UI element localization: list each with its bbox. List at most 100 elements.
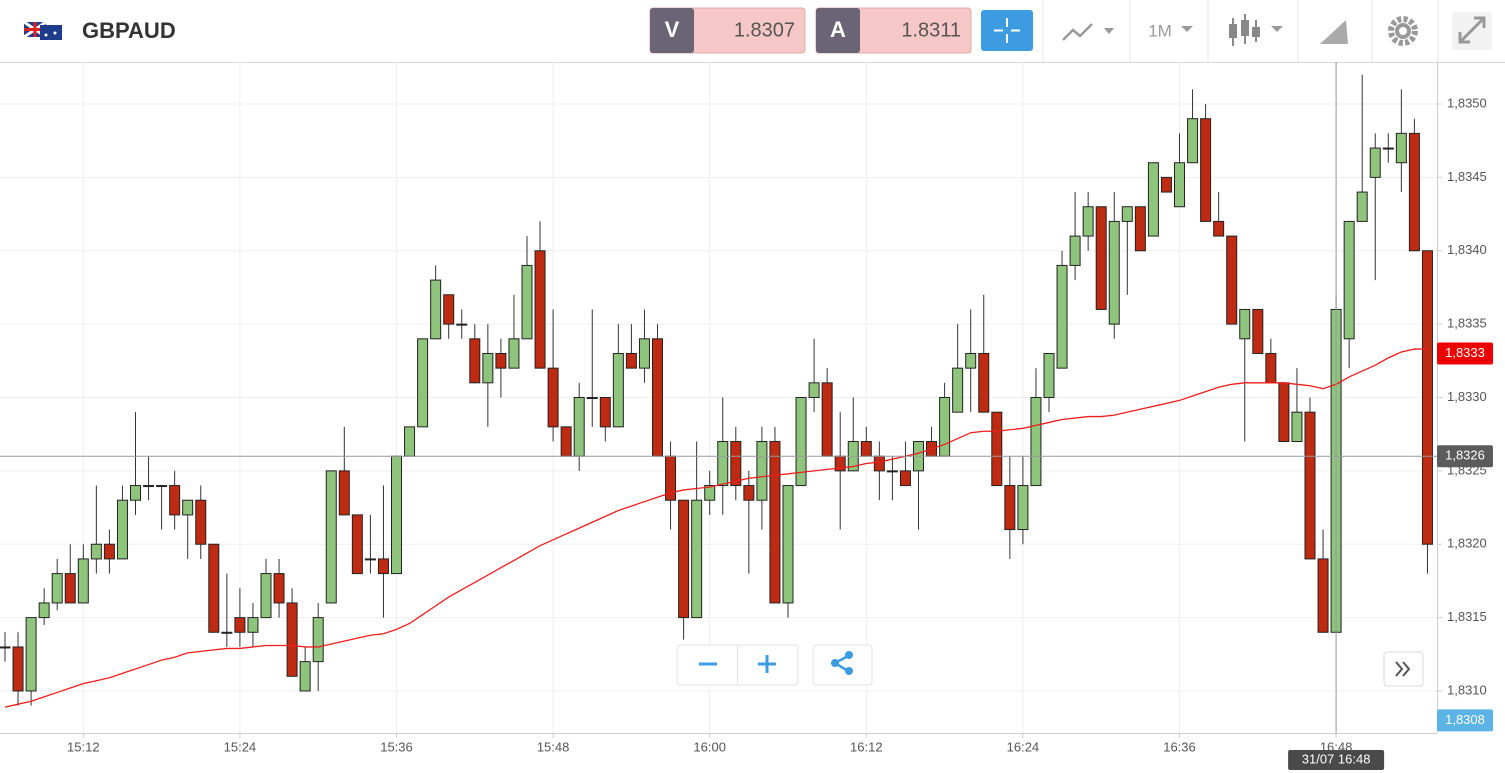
line-icon bbox=[1062, 23, 1093, 41]
sell-button[interactable]: V 1.8307 bbox=[649, 7, 806, 54]
candle-body bbox=[351, 514, 363, 575]
candle-body bbox=[90, 543, 102, 560]
candle-body bbox=[234, 617, 246, 633]
candle-body bbox=[130, 485, 141, 501]
candle-body bbox=[1043, 352, 1055, 399]
crosshair-x-box bbox=[1288, 750, 1385, 770]
candle-body bbox=[743, 485, 755, 501]
sell-label-bg bbox=[650, 8, 694, 53]
candle-body bbox=[1382, 147, 1394, 150]
buy-button[interactable]: A 1.8311 bbox=[815, 7, 972, 54]
candle-body bbox=[77, 558, 89, 604]
candle-body bbox=[1252, 308, 1264, 354]
timeframe-button[interactable]: 1M bbox=[1148, 21, 1193, 40]
candle-body bbox=[560, 426, 572, 457]
scroll-end-icon bbox=[1395, 661, 1411, 677]
candle-body bbox=[208, 543, 220, 633]
candle-body bbox=[338, 470, 350, 516]
candle-body bbox=[547, 367, 559, 428]
crosshair-y-label: 1,8326 bbox=[1445, 448, 1485, 463]
candle-body bbox=[377, 558, 389, 575]
candle-body bbox=[612, 352, 624, 428]
candle-body bbox=[1056, 264, 1068, 369]
price-marker bbox=[1437, 342, 1493, 365]
crosshair-button[interactable] bbox=[981, 10, 1033, 51]
x-tick-label: 15:36 bbox=[380, 739, 413, 754]
flag-icon bbox=[23, 20, 62, 40]
candle-body bbox=[1121, 206, 1133, 222]
candle-body bbox=[404, 426, 416, 457]
y-tick-label: 1,8350 bbox=[1447, 95, 1487, 110]
candle-body bbox=[1187, 118, 1199, 164]
fullscreen-button[interactable] bbox=[1452, 12, 1492, 50]
flag-au bbox=[40, 25, 62, 40]
candle-body bbox=[25, 617, 37, 692]
chart-type-button[interactable] bbox=[1062, 23, 1114, 41]
candle-body bbox=[247, 617, 259, 633]
candle-body bbox=[1317, 558, 1329, 633]
candle-body bbox=[1004, 485, 1016, 531]
sell-price: 1.8307 bbox=[734, 19, 795, 41]
flag-star bbox=[53, 31, 57, 35]
candle-body bbox=[51, 573, 63, 604]
y-tick-label: 1,8340 bbox=[1447, 242, 1487, 257]
candle-body bbox=[704, 485, 716, 501]
candle-icon bbox=[1241, 20, 1249, 36]
dropdown-arrow bbox=[1271, 26, 1283, 32]
candle-body bbox=[1108, 220, 1120, 325]
candle-body bbox=[1408, 132, 1420, 252]
drawing-tool-icon[interactable] bbox=[1320, 20, 1348, 44]
candle-body bbox=[103, 543, 115, 560]
timeframe[interactable]: 1M bbox=[1148, 21, 1172, 40]
x-tick-label: 15:48 bbox=[537, 739, 570, 754]
candle-body bbox=[1147, 162, 1159, 237]
candle-body bbox=[430, 279, 442, 340]
candle-body bbox=[1356, 191, 1368, 222]
candle-body bbox=[730, 441, 742, 487]
candle-body bbox=[691, 499, 703, 619]
scroll-end-button[interactable] bbox=[1383, 651, 1424, 687]
candle-body bbox=[678, 499, 690, 619]
candle-body bbox=[1291, 411, 1303, 443]
candle-body bbox=[860, 441, 872, 457]
candle-body bbox=[821, 382, 833, 457]
candle-body bbox=[886, 470, 898, 473]
candle-body bbox=[1174, 162, 1185, 208]
gear-teeth bbox=[1388, 16, 1418, 46]
candle-body bbox=[939, 397, 951, 457]
candle-type-button[interactable] bbox=[1229, 14, 1283, 46]
candle-body bbox=[273, 573, 285, 604]
candle-icon bbox=[1229, 24, 1237, 38]
share-dot bbox=[831, 659, 839, 667]
crosshair-icon bbox=[994, 18, 1020, 43]
crosshair-button-bg[interactable] bbox=[981, 10, 1033, 51]
toolbar: GBPAUD V 1.8307 A 1.8311 1M bbox=[0, 0, 1505, 63]
zoom-in[interactable] bbox=[758, 655, 776, 673]
y-tick-label: 1,8320 bbox=[1447, 536, 1487, 551]
share-box[interactable] bbox=[812, 644, 873, 686]
candle-body bbox=[1017, 485, 1029, 531]
candle-body bbox=[1278, 382, 1290, 443]
candle-body bbox=[1369, 147, 1381, 178]
crosshair-y-box bbox=[1437, 445, 1493, 468]
settings-button[interactable] bbox=[1388, 16, 1418, 46]
share-dot bbox=[845, 651, 853, 659]
candle-body bbox=[808, 382, 820, 398]
candle-body bbox=[12, 646, 24, 692]
moving-average bbox=[4, 348, 1428, 708]
zoom-controls bbox=[676, 644, 1424, 687]
buy-label-bg bbox=[816, 8, 860, 53]
price-marker-label: 1,8308 bbox=[1445, 712, 1485, 727]
candle-body bbox=[1343, 220, 1355, 340]
candle-body bbox=[260, 573, 272, 619]
candle-body bbox=[1069, 235, 1081, 266]
candle-body bbox=[312, 617, 324, 663]
candle-body bbox=[978, 352, 990, 413]
candle-body bbox=[1134, 206, 1146, 252]
candle-body bbox=[325, 470, 337, 604]
y-tick-label: 1,8315 bbox=[1447, 609, 1487, 624]
candle-body bbox=[364, 558, 376, 561]
candle-body bbox=[795, 397, 807, 487]
candle-body bbox=[1304, 411, 1316, 560]
